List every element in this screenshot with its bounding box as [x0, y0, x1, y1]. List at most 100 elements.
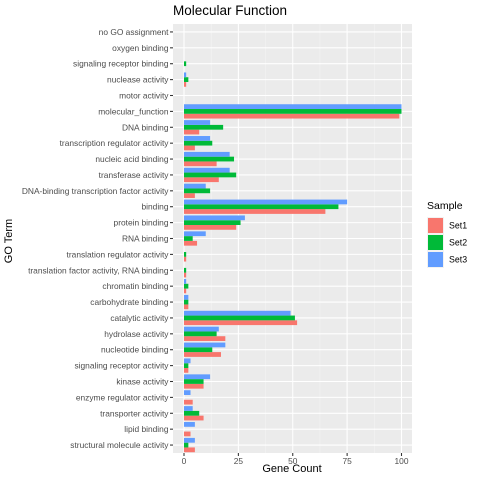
y-tick-label: molecular_function [98, 106, 169, 116]
y-tick-label: binding [141, 202, 168, 212]
chart-title: Molecular Function [173, 3, 287, 18]
bar-set1 [184, 224, 237, 230]
bar-set3 [184, 390, 191, 396]
legend-label: Set3 [449, 255, 467, 265]
bar-set2 [184, 283, 189, 289]
y-tick-label: enzyme regulator activity [76, 392, 169, 402]
bar-set3 [184, 374, 211, 380]
bar-set2 [184, 156, 235, 162]
bar-set3 [184, 136, 211, 141]
bar-set2 [184, 267, 187, 273]
bar-set3 [184, 104, 402, 110]
bar-set1 [184, 320, 298, 326]
bar-set2 [184, 172, 237, 178]
y-tick-label: DNA binding [122, 122, 169, 132]
y-tick-label: chromatin binding [102, 281, 168, 291]
bar-set1 [184, 415, 204, 421]
bar-set3 [184, 183, 206, 189]
bar-set3 [184, 72, 187, 78]
y-tick-label: transcription regulator activity [60, 138, 170, 148]
bar-set1 [184, 193, 195, 198]
x-tick-label: 25 [234, 456, 244, 466]
bar-set2 [184, 124, 224, 130]
bar-set2 [184, 442, 189, 448]
y-tick-label: transporter activity [100, 408, 169, 418]
bar-set3 [184, 422, 195, 427]
bar-set3 [184, 120, 211, 125]
y-axis-title: GO Term [3, 219, 15, 263]
bar-set2 [184, 252, 187, 257]
bar-set2 [184, 61, 187, 67]
bar-set3 [184, 215, 245, 221]
bar-set1 [184, 240, 198, 246]
bar-set3 [184, 279, 187, 284]
bar-set1 [184, 272, 187, 278]
y-tick-label: hydrolase activity [104, 329, 169, 339]
bar-set3 [184, 167, 230, 173]
bar-set2 [184, 410, 200, 416]
legend-key-swatch [428, 218, 443, 233]
bar-set1 [184, 352, 221, 357]
bar-set1 [184, 367, 189, 373]
legend-label: Set2 [449, 238, 467, 248]
bar-set1 [184, 145, 195, 151]
bar-set2 [184, 299, 189, 305]
x-tick-label: 75 [342, 456, 352, 466]
legend: Sample Set1 Set2 Set3 [427, 200, 467, 268]
y-tick-label: signaling receptor binding [73, 59, 169, 69]
y-tick-label: kinase activity [116, 377, 169, 387]
bar-set3 [184, 151, 230, 157]
bar-set1 [184, 113, 400, 119]
legend-title: Sample [427, 200, 463, 212]
bar-set2 [184, 220, 241, 225]
y-tick-label: transferase activity [99, 170, 170, 180]
x-tick-label: 0 [182, 456, 187, 466]
bar-set1 [184, 336, 226, 341]
bar-set3 [184, 326, 219, 332]
y-tick-label: nucleic acid binding [95, 154, 168, 164]
bar-set1 [184, 304, 189, 310]
bar-set3 [184, 342, 226, 348]
plot-panel [173, 24, 412, 453]
y-tick-label: protein binding [114, 218, 169, 228]
bar-set2 [184, 140, 213, 146]
bar-set2 [184, 204, 339, 210]
y-tick-label: carbohydrate binding [90, 297, 169, 307]
y-tick-label: RNA binding [122, 234, 169, 244]
bar-set3 [184, 231, 206, 237]
bar-set1 [184, 129, 200, 135]
x-tick-label: 100 [395, 456, 409, 466]
bar-set2 [184, 188, 211, 194]
y-tick-label: translation regulator activity [67, 249, 170, 259]
legend-key-swatch [428, 252, 443, 267]
bar-set1 [184, 431, 191, 437]
bar-set2 [184, 363, 189, 368]
bar-set1 [184, 256, 187, 262]
bar-set1 [184, 209, 326, 214]
bar-set2 [184, 77, 189, 82]
bar-set2 [184, 109, 402, 114]
y-tick-label: oxygen binding [112, 43, 169, 53]
bar-set3 [184, 294, 189, 300]
y-tick-label: nuclease activity [107, 75, 169, 85]
bar-set3 [184, 358, 191, 364]
bar-set3 [184, 406, 193, 411]
bar-set1 [184, 447, 195, 453]
y-tick-label: lipid binding [124, 424, 169, 434]
bar-set1 [184, 288, 187, 294]
bar-set1 [184, 161, 217, 167]
bar-set2 [184, 315, 295, 321]
y-tick-label: no GO assignment [99, 27, 169, 37]
bar-set1 [184, 383, 204, 389]
bar-set2 [184, 379, 204, 384]
legend-key-swatch [428, 235, 443, 250]
bar-set2 [184, 236, 193, 241]
y-tick-label: translation factor activity, RNA binding [28, 265, 169, 275]
y-tick-label: nucleotide binding [101, 345, 169, 355]
bar-set3 [184, 199, 348, 205]
bar-set1 [184, 81, 187, 87]
bar-set1 [184, 177, 219, 183]
bar-set3 [184, 310, 291, 316]
